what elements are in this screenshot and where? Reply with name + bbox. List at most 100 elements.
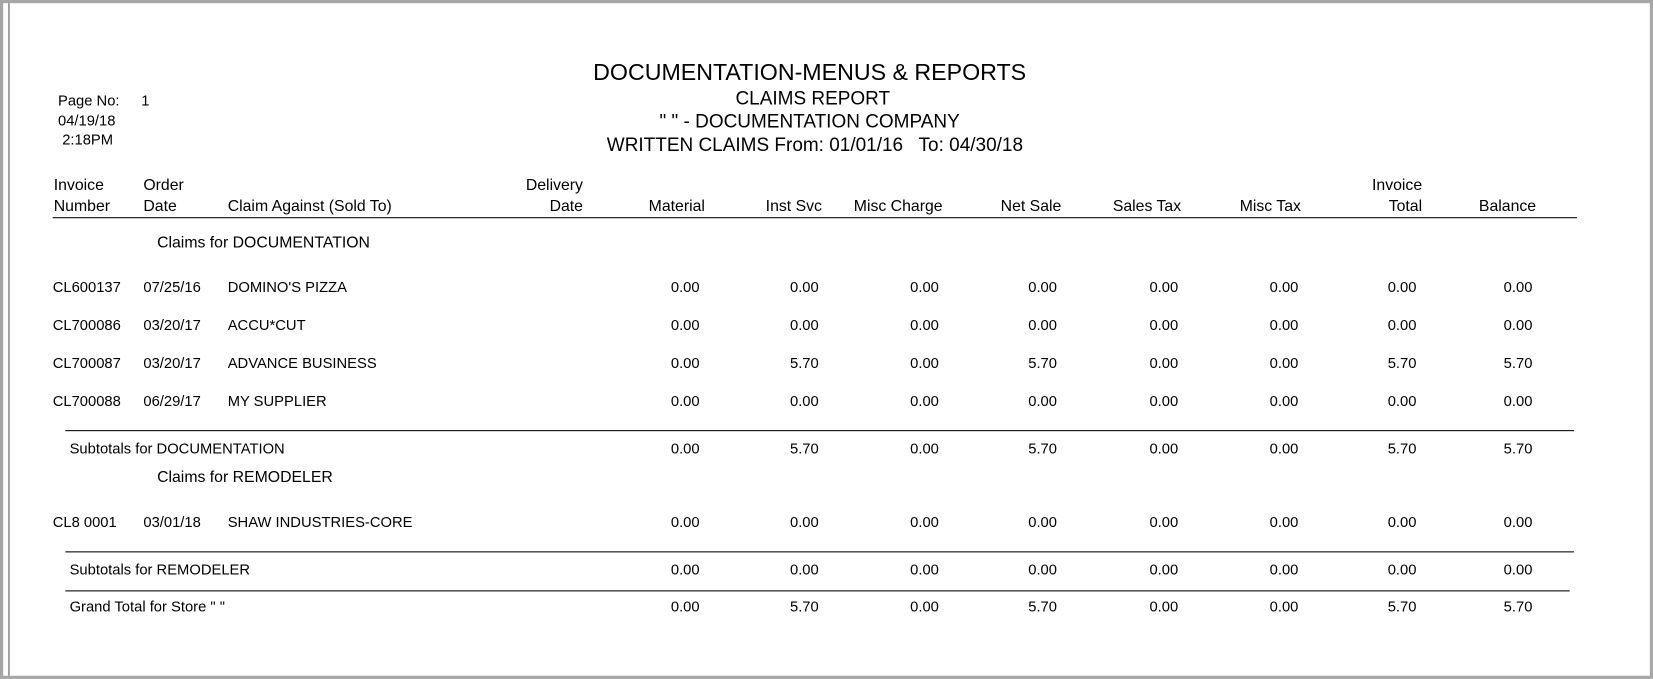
amount: 0.00 [1149,354,1179,372]
amount: 0.00 [910,354,939,372]
subtotal-label: Subtotals for REMODELER [69,560,251,578]
amount: 0.00 [670,513,700,531]
amount: 0.00 [1149,278,1179,296]
amount: 0.00 [789,513,819,531]
subtotal-amount: 0.00 [1149,560,1179,578]
amount: 0.00 [1149,513,1179,531]
amount: 0.00 [1503,392,1533,410]
amount: 0.00 [789,278,819,296]
subtotal-amount: 0.00 [1269,560,1299,578]
column-header: Net Sale [1000,196,1062,215]
order-date: 03/20/17 [143,354,201,372]
column-header: Misc Charge [853,196,943,215]
column-header: Invoice [53,175,104,194]
amount: 5.70 [1387,354,1417,372]
amount: 0.00 [670,278,700,296]
invoice-number: CL8 0001 [52,513,117,531]
group-title: Claims for REMODELER [157,467,333,486]
amount: 0.00 [789,316,819,334]
column-header: Sales Tax [1112,196,1182,215]
subtotal-amount: 0.00 [1269,439,1299,457]
amount: 0.00 [670,354,700,372]
report-subtitle: CLAIMS REPORT [735,87,891,109]
amount: 0.00 [1028,513,1057,531]
page-label: Page No: [57,91,120,109]
group-title: Claims for DOCUMENTATION [157,233,370,252]
column-header: Balance [1478,196,1537,215]
amount: 0.00 [1149,316,1179,334]
subtotal-amount: 0.00 [910,439,939,457]
subtotal-amount: 0.00 [670,439,700,457]
claim-against: DOMINO'S PIZZA [227,278,347,296]
order-date: 06/29/17 [143,392,201,410]
rule-line [65,430,1574,432]
amount: 0.00 [910,278,939,296]
rule-line [52,217,1578,219]
amount: 0.00 [1269,513,1299,531]
subtotal-amount: 5.70 [1503,439,1533,457]
grand-total-amount: 0.00 [670,597,700,615]
amount: 0.00 [1269,354,1299,372]
grand-total-amount: 0.00 [1269,597,1299,615]
order-date: 03/20/17 [143,316,201,334]
subtotal-amount: 0.00 [1149,439,1179,457]
order-date: 07/25/16 [143,278,201,296]
subtotal-label: Subtotals for DOCUMENTATION [69,439,285,457]
invoice-number: CL700086 [52,316,121,334]
subtotal-amount: 0.00 [670,560,700,578]
amount: 0.00 [1028,316,1057,334]
amount: 0.00 [1269,278,1299,296]
subtotal-amount: 0.00 [1387,560,1417,578]
amount: 0.00 [1503,513,1533,531]
amount: 0.00 [1387,316,1417,334]
grand-total-amount: 5.70 [789,597,819,615]
subtotal-amount: 0.00 [789,560,819,578]
amount: 0.00 [1149,392,1179,410]
rule-line [65,551,1574,553]
date-range: WRITTEN CLAIMS From: 01/01/16 To: 04/30/… [606,133,1024,155]
claim-against: SHAW INDUSTRIES-CORE [227,513,413,531]
column-header: Date [143,196,177,215]
amount: 0.00 [1503,316,1533,334]
page-edge [8,3,10,676]
amount: 0.00 [910,513,939,531]
amount: 5.70 [789,354,819,372]
claim-against: ACCU*CUT [227,316,306,334]
invoice-number: CL600137 [52,278,121,296]
column-header: Total [1388,196,1423,215]
amount: 5.70 [1028,354,1057,372]
amount: 0.00 [1503,278,1533,296]
amount: 0.00 [1387,392,1417,410]
amount: 0.00 [910,392,939,410]
column-header: Delivery [525,175,583,194]
print-date: 04/19/18 [57,111,116,129]
amount: 0.00 [1387,513,1417,531]
amount: 0.00 [910,316,939,334]
grand-total-amount: 0.00 [910,597,939,615]
report-title: DOCUMENTATION-MENUS & REPORTS [593,59,1027,86]
column-header: Claim Against (Sold To) [227,196,392,215]
column-header: Material [648,196,705,215]
page-number: 1 [141,91,150,109]
order-date: 03/01/18 [143,513,201,531]
subtotal-amount: 0.00 [1028,560,1057,578]
claim-against: ADVANCE BUSINESS [227,354,377,372]
amount: 0.00 [789,392,819,410]
grand-total-amount: 0.00 [1149,597,1179,615]
amount: 5.70 [1503,354,1533,372]
invoice-number: CL700088 [52,392,121,410]
column-header: Number [53,196,111,215]
rule-line [65,590,1570,592]
amount: 0.00 [1269,316,1299,334]
column-header: Inst Svc [765,196,822,215]
company-name: " " - DOCUMENTATION COMPANY [659,110,960,132]
invoice-number: CL700087 [52,354,121,372]
print-time: 2:18PM [62,130,114,148]
grand-total-amount: 5.70 [1028,597,1057,615]
subtotal-amount: 5.70 [1387,439,1417,457]
subtotal-amount: 0.00 [910,560,939,578]
amount: 0.00 [1028,278,1057,296]
claim-against: MY SUPPLIER [227,392,327,410]
grand-total-amount: 5.70 [1503,597,1533,615]
